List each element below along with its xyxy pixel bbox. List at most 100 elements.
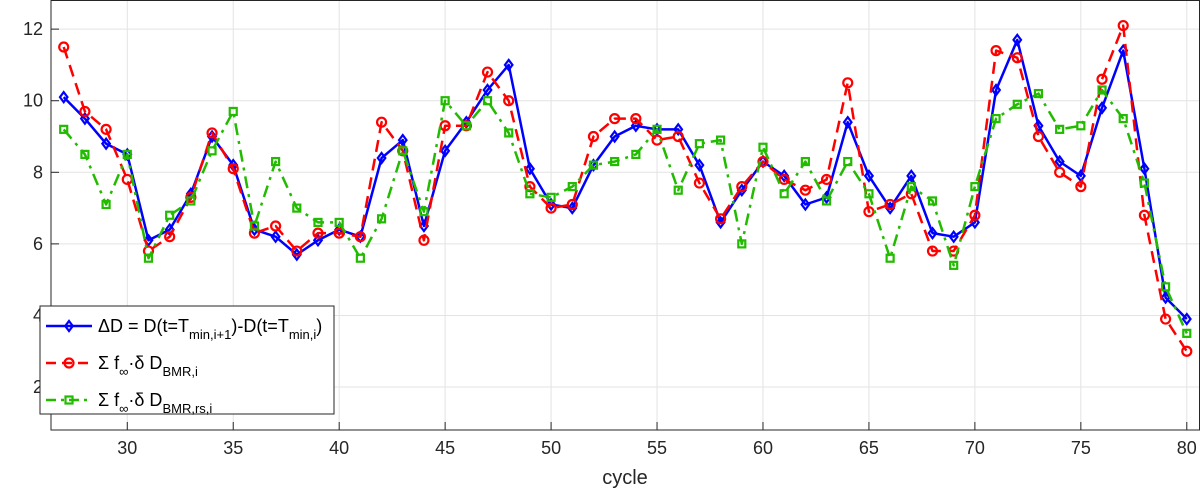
series-1-point — [927, 226, 938, 240]
series-1-point — [1054, 154, 1065, 169]
series-2-point — [1138, 209, 1151, 221]
series-1-point — [906, 169, 917, 183]
series-3-point — [482, 96, 493, 106]
series-2-point — [79, 105, 91, 118]
series-2-point — [969, 209, 981, 221]
series-1-point — [715, 215, 726, 230]
series-3-point — [716, 135, 726, 145]
series-3-point — [334, 217, 344, 228]
series-3-line — [62, 88, 1188, 334]
series-2-point — [566, 198, 578, 211]
legend-label-part: min,i+1 — [189, 327, 231, 342]
series-1-point — [376, 151, 387, 165]
series-3-point — [80, 149, 90, 160]
x-tick-label: 80 — [1177, 438, 1197, 458]
series-1-point — [863, 169, 875, 183]
series-2-point — [693, 177, 706, 189]
series-3-point — [398, 146, 408, 156]
series-2-point — [418, 234, 430, 246]
series-1-point — [630, 118, 641, 133]
series-3-point — [440, 96, 450, 106]
series-2-point — [503, 95, 515, 107]
series-3-point — [1182, 328, 1192, 338]
series-3-point — [1118, 114, 1128, 124]
series-3-point — [1033, 88, 1044, 99]
series-3-point — [313, 217, 323, 228]
series-3-point — [271, 156, 281, 167]
series-1-point — [1096, 101, 1108, 115]
series-3-point — [588, 160, 599, 170]
legend-marker-2 — [63, 357, 75, 369]
series-2-point — [481, 66, 494, 78]
series-2-point — [1096, 73, 1108, 85]
series-2-point — [672, 130, 684, 143]
series-2-point — [270, 220, 282, 232]
series-1-point — [545, 197, 557, 212]
series-1-point — [291, 247, 302, 262]
series-2-point — [439, 120, 451, 132]
series-1-point — [397, 133, 408, 147]
series-1-point — [312, 233, 324, 248]
series-2-point — [799, 184, 811, 196]
series-1-point — [461, 115, 472, 130]
series-1-point — [79, 111, 91, 126]
series-2-point — [842, 77, 854, 89]
x-tick-label: 35 — [223, 438, 243, 458]
x-axis-label: cycle — [602, 467, 648, 489]
series-3-point — [991, 114, 1001, 124]
series-3-point — [779, 189, 789, 199]
series-3-point — [885, 253, 895, 263]
series-2-point — [227, 163, 239, 175]
series-3-point — [186, 196, 196, 206]
series-2-point — [884, 198, 896, 211]
series-2-point — [990, 45, 1002, 57]
series-1-point — [948, 229, 959, 244]
series-3-point — [546, 192, 556, 202]
series-2-point — [609, 113, 621, 125]
series-3-point — [504, 128, 514, 138]
legend-label-part: ΔD = D(t=T — [98, 316, 189, 336]
series-1-point — [567, 201, 578, 215]
x-tick-label: 55 — [647, 438, 667, 458]
series-3-point — [122, 149, 132, 160]
legend-label-part: min,i — [289, 327, 317, 342]
legend-label-part: ·δ D — [128, 353, 162, 373]
legend-marker-1 — [63, 319, 75, 333]
y-tick-label: 10 — [23, 91, 43, 111]
series-2-point — [206, 127, 218, 139]
series-2-point — [1181, 345, 1193, 357]
series-3-point — [165, 210, 175, 220]
series-2-point — [1075, 181, 1087, 193]
x-tick-label: 45 — [435, 438, 455, 458]
series-3-point — [249, 221, 260, 231]
series-2-point — [58, 41, 70, 53]
series-3-point — [927, 196, 938, 206]
series-3-point — [461, 121, 471, 131]
series-1-point — [270, 229, 281, 244]
legend-label-part: ∞ — [119, 364, 128, 379]
y-tick-label: 8 — [33, 162, 43, 182]
x-tick-label: 50 — [541, 438, 561, 458]
series-3-point — [1055, 124, 1065, 134]
legend-label-part: BMR,rs,i — [162, 401, 212, 416]
series-2-point — [630, 113, 642, 125]
series-3-point — [292, 203, 302, 213]
legend-label-part: ·δ D — [128, 390, 162, 410]
series-1-point — [800, 197, 811, 212]
series-3-point — [1012, 99, 1022, 109]
series-2-point — [291, 245, 303, 257]
legend-label-part: ∞ — [119, 401, 128, 416]
series-1-point — [1181, 312, 1192, 326]
series-2-point — [333, 227, 345, 239]
legend-label-part: )-D(t=T — [231, 316, 289, 336]
series-1-point — [482, 83, 493, 97]
x-tick-label: 70 — [965, 438, 985, 458]
series-2-point — [863, 206, 875, 218]
legend-label-part: Σ f — [98, 390, 120, 410]
series-1-point — [694, 158, 705, 172]
series-3 — [59, 85, 1192, 338]
legend-marker-3 — [64, 395, 74, 405]
series-3-point — [59, 124, 69, 134]
legend-label-3: Σ f∞·δ DBMR,rs,i — [98, 390, 212, 416]
